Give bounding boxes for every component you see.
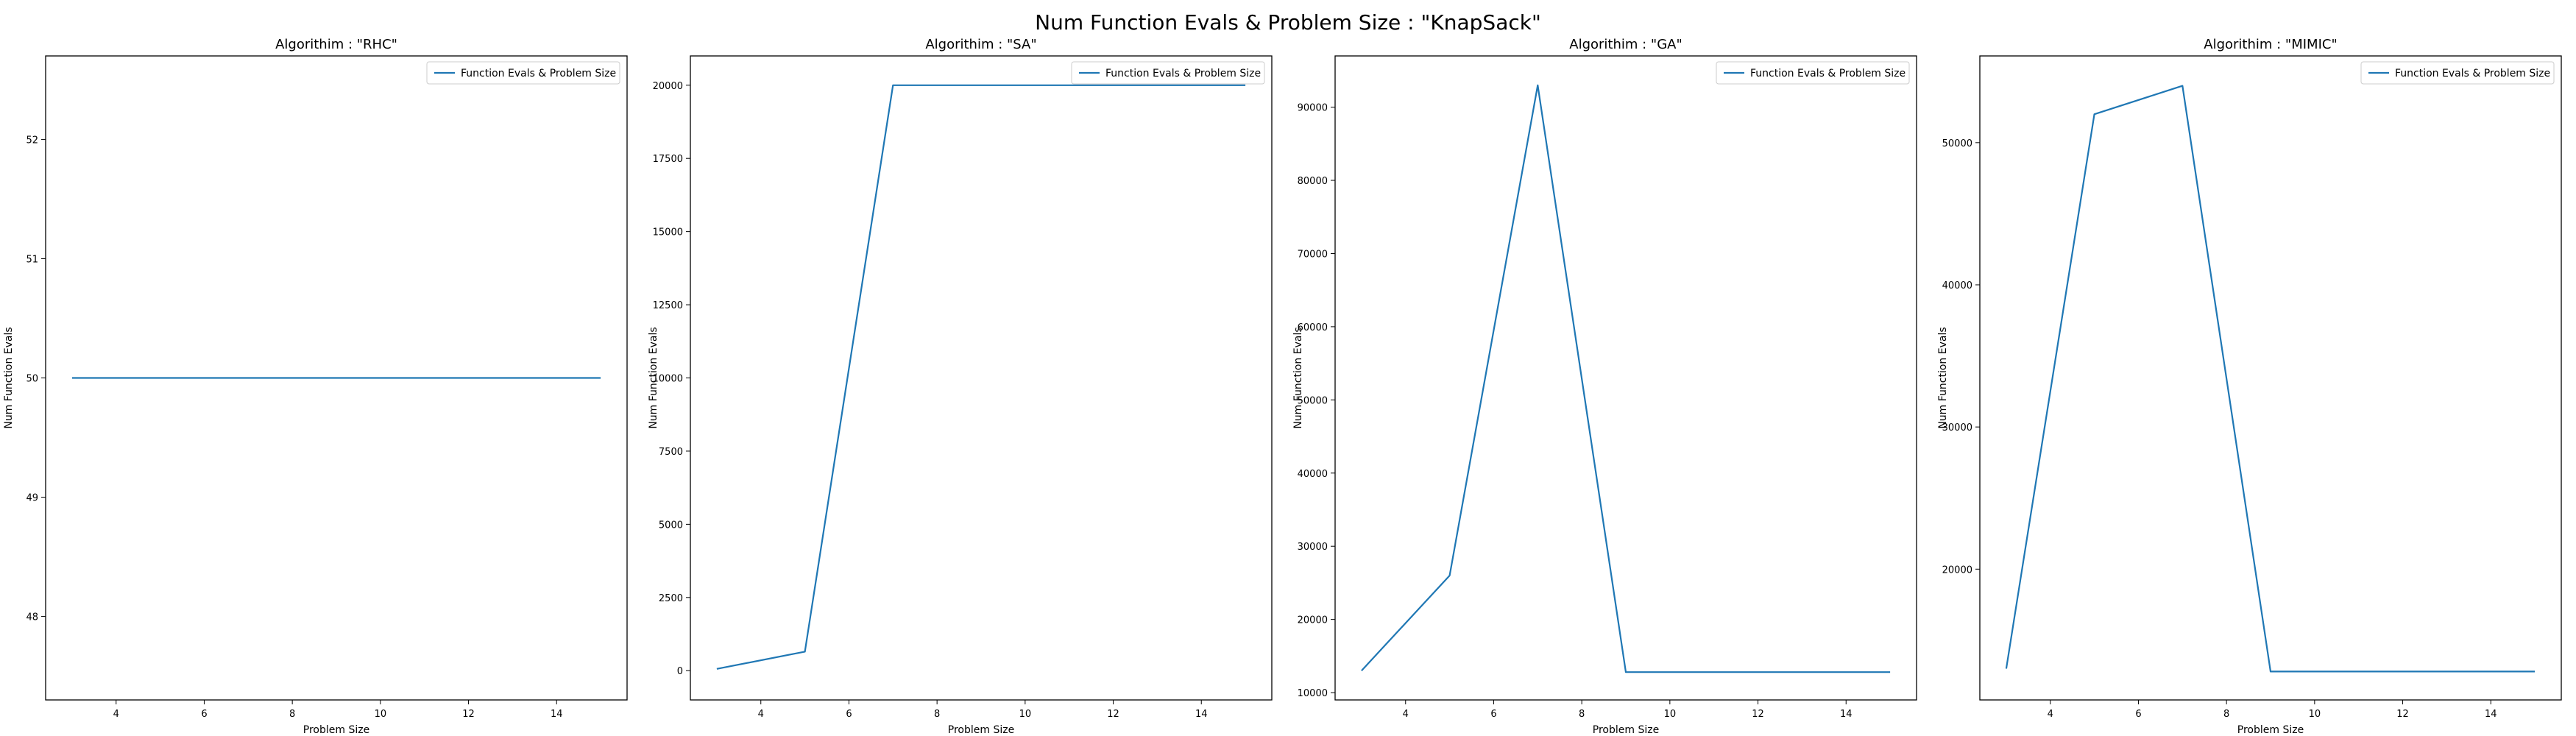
subplot-rhc: Algorithim : "RHC" 4 6 8 10 12 14 48 49 50 51 52 Pro… [3, 37, 628, 736]
x-tick-label: 10 [1664, 709, 1677, 720]
x-tick-label: 6 [1490, 709, 1496, 720]
y-tick-label: 20000 [1298, 615, 1328, 626]
x-tick-label: 4 [1403, 709, 1409, 720]
legend: Function Evals & Problem Size [426, 61, 620, 85]
y-tick-label: 90000 [1298, 103, 1328, 114]
series-line [716, 84, 1246, 670]
x-tick-label: 6 [2135, 709, 2141, 720]
y-tick-label: 2500 [659, 593, 683, 604]
legend-box [1716, 61, 1910, 85]
y-tick-label: 20000 [653, 81, 683, 92]
y-tick-label: 30000 [1298, 542, 1328, 553]
legend-label: Function Evals & Problem Size [2395, 68, 2550, 79]
y-tick-label: 30000 [1942, 422, 1972, 434]
subplot-sa: Algorithim : "SA" 4 6 8 10 12 14 0 2500 5000 7500 1… [648, 37, 1273, 736]
y-tick-label: 80000 [1298, 176, 1328, 187]
y-tick-label: 49 [26, 493, 38, 504]
series-line [2005, 85, 2536, 673]
y-tick-label: 52 [26, 135, 38, 146]
x-tick-label: 12 [1752, 709, 1764, 720]
subplot-title: Algorithim : "RHC" [275, 37, 397, 52]
x-tick-label: 8 [2223, 709, 2229, 720]
y-tick-label: 5000 [659, 520, 683, 531]
y-tick-label: 60000 [1298, 322, 1328, 333]
y-tick-label: 0 [677, 666, 683, 677]
legend-box [2360, 61, 2555, 85]
subplot-ga: Algorithim : "GA" 4 6 8 10 12 14 10000 20000 3000… [1292, 37, 1917, 736]
plot-area-frame [1334, 55, 1917, 701]
legend-box [1071, 61, 1265, 85]
y-tick-label: 50000 [1298, 395, 1328, 406]
y-axis-label: Num Function Evals [1937, 327, 1949, 428]
legend-label: Function Evals & Problem Size [461, 68, 616, 79]
x-tick-label: 4 [113, 709, 119, 720]
figure-title: Num Function Evals & Problem Size : "Kna… [1035, 10, 1541, 35]
x-tick-label: 6 [201, 709, 207, 720]
y-axis-label: Num Function Evals [1292, 327, 1304, 428]
y-axis-label: Num Function Evals [3, 327, 15, 428]
x-tick-label: 8 [934, 709, 940, 720]
x-tick-label: 12 [1107, 709, 1119, 720]
y-tick-label: 15000 [653, 227, 683, 238]
y-tick-label: 10000 [1298, 688, 1328, 699]
y-tick-label: 50000 [1942, 138, 1972, 149]
legend-label: Function Evals & Problem Size [1105, 68, 1261, 79]
x-tick-label: 12 [2396, 709, 2409, 720]
y-tick-label: 17500 [653, 154, 683, 165]
legend: Function Evals & Problem Size [1716, 61, 1910, 85]
subplot-title: Algorithim : "MIMIC" [2204, 37, 2337, 52]
y-tick-label: 40000 [1942, 280, 1972, 291]
y-tick-label: 40000 [1298, 469, 1328, 480]
y-tick-label: 12500 [653, 300, 683, 311]
subplot-title: Algorithim : "SA" [925, 37, 1036, 52]
x-tick-label: 10 [2309, 709, 2321, 720]
x-tick-label: 10 [375, 709, 387, 720]
x-tick-label: 14 [2485, 709, 2497, 720]
x-tick-label: 14 [1195, 709, 1208, 720]
x-tick-label: 4 [758, 709, 764, 720]
legend: Function Evals & Problem Size [1071, 61, 1265, 85]
x-axis-label: Problem Size [948, 724, 1014, 736]
y-tick-label: 10000 [653, 374, 683, 385]
y-tick-label: 51 [26, 254, 38, 265]
x-tick-label: 8 [289, 709, 295, 720]
x-tick-label: 4 [2048, 709, 2053, 720]
y-tick-label: 70000 [1298, 249, 1328, 260]
plot-area-frame [690, 55, 1273, 701]
x-tick-label: 12 [462, 709, 475, 720]
legend-box [426, 61, 620, 85]
x-axis-label: Problem Size [303, 724, 369, 736]
subplot-title: Algorithim : "GA" [1569, 37, 1682, 52]
x-axis-label: Problem Size [1593, 724, 1659, 736]
x-tick-label: 8 [1579, 709, 1585, 720]
y-tick-label: 48 [26, 612, 38, 623]
x-tick-label: 14 [551, 709, 563, 720]
series-line [1361, 84, 1891, 673]
x-tick-label: 14 [1840, 709, 1853, 720]
subplot-mimic: Algorithim : "MIMIC" 4 6 8 10 12 14 20000 30000 4… [1937, 37, 2562, 736]
x-tick-label: 6 [846, 709, 852, 720]
legend: Function Evals & Problem Size [2360, 61, 2555, 85]
plot-area-frame [1979, 55, 2562, 701]
y-tick-label: 7500 [659, 447, 683, 458]
y-tick-label: 20000 [1942, 565, 1972, 576]
y-axis-label: Num Function Evals [648, 327, 659, 428]
y-tick-label: 50 [26, 374, 38, 385]
x-tick-label: 10 [1019, 709, 1032, 720]
x-axis-label: Problem Size [2237, 724, 2304, 736]
legend-label: Function Evals & Problem Size [1750, 68, 1906, 79]
